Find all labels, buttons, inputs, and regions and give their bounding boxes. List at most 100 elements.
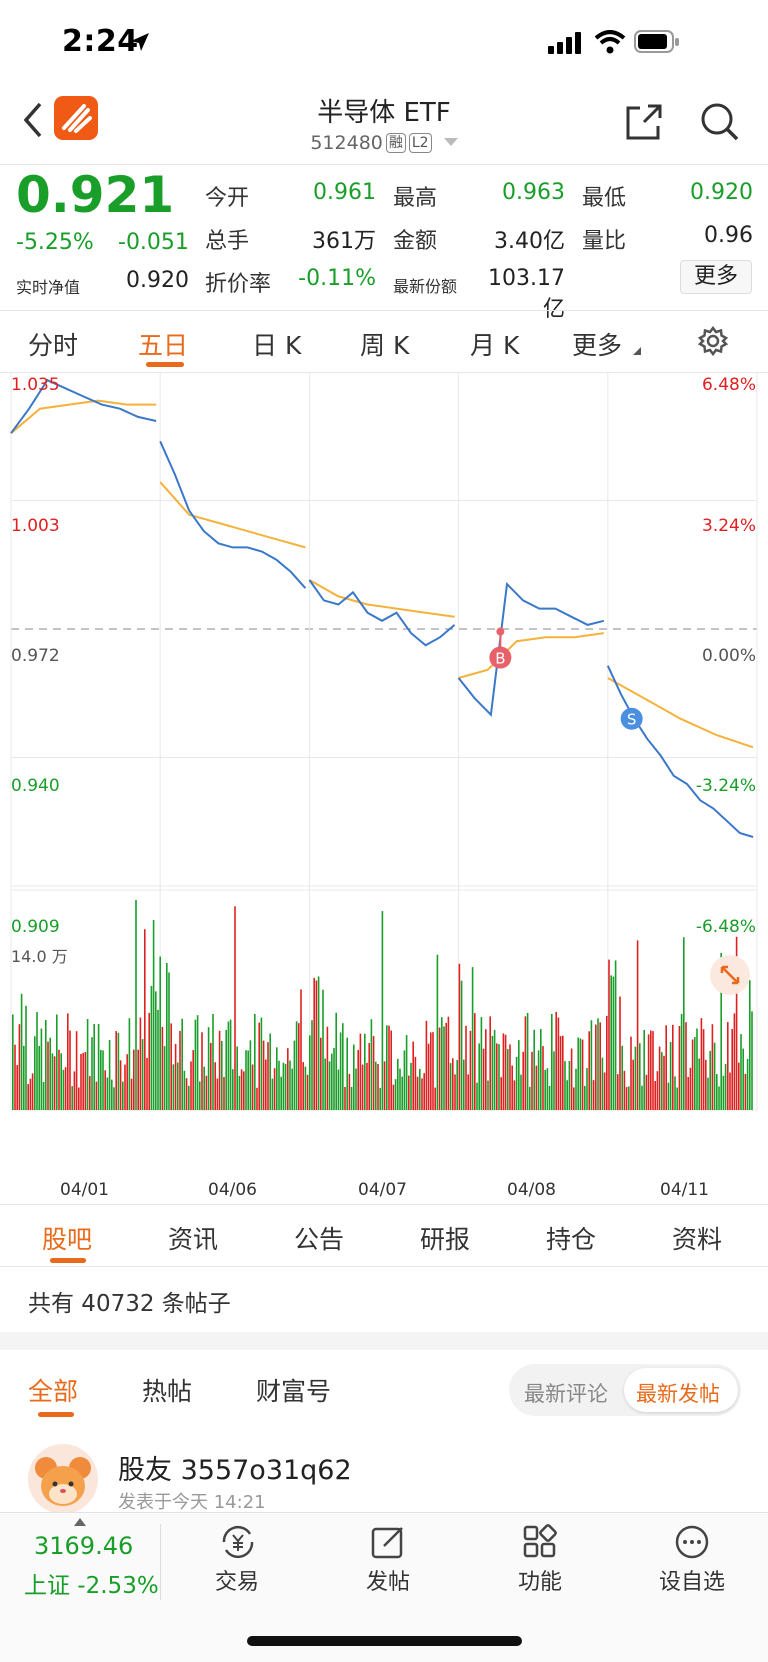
volume-bar <box>335 1012 337 1110</box>
shares-label: 最新份额 <box>393 277 458 296</box>
volume-bar <box>432 1032 434 1110</box>
y-pct-2: 3.24% <box>701 516 756 536</box>
tab-weekly-k[interactable]: 周 K <box>360 331 410 360</box>
five-day-chart[interactable]: BS <box>0 372 768 1180</box>
filter-all[interactable]: 全部 <box>28 1377 79 1406</box>
tab-announcements[interactable]: 公告 <box>294 1225 345 1254</box>
post-author[interactable]: 股友 3557o31q62 <box>118 1455 352 1486</box>
volume-bar <box>647 1034 650 1110</box>
volume-bar <box>370 1019 373 1110</box>
more-caret-icon <box>633 347 641 355</box>
volume-bar <box>476 1082 478 1110</box>
volume-bar <box>344 1087 346 1110</box>
collapse-caret-icon[interactable] <box>74 1518 86 1526</box>
tab-more[interactable]: 更多 <box>572 331 623 360</box>
volume-bar <box>355 1068 357 1110</box>
volume-bar <box>218 1030 221 1110</box>
volume-bar <box>680 1013 683 1110</box>
volume-bar <box>392 1084 395 1110</box>
volume-bar <box>526 1013 529 1110</box>
tab-daily-k[interactable]: 日 K <box>252 331 302 360</box>
tab-five-day[interactable]: 五日 <box>138 331 189 360</box>
volume-bar <box>304 1066 307 1110</box>
more-quote-button[interactable]: 更多 <box>680 260 752 294</box>
volume-bar <box>705 1059 707 1110</box>
volume-bar <box>133 1049 135 1110</box>
volume-bar <box>328 1061 331 1110</box>
sort-latest-comment[interactable]: 最新评论 <box>524 1382 608 1406</box>
volume-bar <box>113 1087 115 1110</box>
volume-bar <box>177 1062 179 1110</box>
volume-bar <box>20 993 23 1110</box>
volume-bar <box>544 1069 546 1110</box>
volume-bar <box>727 1022 729 1110</box>
volume-bar <box>504 1034 507 1110</box>
expand-chart-button[interactable] <box>710 955 750 995</box>
volume-bar <box>579 1038 582 1110</box>
avatar[interactable] <box>28 1444 98 1514</box>
tab-news[interactable]: 资讯 <box>168 1225 219 1254</box>
margin-tag: 融 <box>385 133 406 153</box>
volume-bar <box>498 1044 500 1110</box>
x-tick-4: 04/11 <box>660 1180 709 1200</box>
tab-intraday[interactable]: 分时 <box>28 331 79 360</box>
index-value[interactable]: 3169.46 <box>34 1532 134 1560</box>
index-change[interactable]: 上证 -2.53% <box>24 1573 159 1599</box>
volume-bar <box>172 1064 175 1110</box>
buy-marker-label: B <box>495 650 505 668</box>
tab-forum[interactable]: 股吧 <box>42 1225 93 1254</box>
tab-holdings[interactable]: 持仓 <box>546 1225 597 1254</box>
dock-trade[interactable]: 交易 <box>214 1570 259 1595</box>
volume-bar <box>683 937 685 1110</box>
mouse-avatar-icon <box>35 1457 91 1506</box>
filter-hot[interactable]: 热帖 <box>142 1377 193 1406</box>
volume-bar <box>707 1077 709 1110</box>
volume-bar <box>410 1062 412 1110</box>
volume-bar <box>232 1069 234 1110</box>
section-separator <box>0 1332 768 1350</box>
volume-bar <box>700 1018 703 1110</box>
volume-bar <box>256 1087 258 1110</box>
dock-post[interactable]: 发帖 <box>365 1570 410 1595</box>
volume-bar <box>639 1043 641 1110</box>
volume-bar <box>205 1075 208 1110</box>
volume-bar <box>201 1032 203 1110</box>
volume-bar <box>740 1034 742 1110</box>
search-icon[interactable] <box>700 102 740 142</box>
tab-monthly-k[interactable]: 月 K <box>470 331 520 360</box>
settings-gear-icon[interactable] <box>698 326 728 356</box>
x-tick-2: 04/07 <box>358 1180 407 1200</box>
volume-bar <box>361 1064 364 1110</box>
volume-bar <box>144 929 146 1110</box>
app-logo-icon[interactable] <box>54 96 98 140</box>
volume-bar <box>357 1049 359 1110</box>
volume-bar <box>161 1026 164 1110</box>
volume-bar <box>333 1048 335 1110</box>
volume-bar <box>346 1037 348 1110</box>
volume-bar <box>590 1020 593 1110</box>
volume-bar <box>722 1075 725 1110</box>
volume-bar <box>491 1035 494 1110</box>
nav-label: 实时净值 <box>16 278 81 297</box>
tab-profile[interactable]: 资料 <box>672 1225 723 1254</box>
volume-bar <box>663 1055 665 1110</box>
volume-bar <box>669 1041 672 1110</box>
volume-bar <box>667 1082 670 1110</box>
y-pct-zero: 0.00% <box>701 646 756 666</box>
dock-watchlist[interactable]: 设自选 <box>658 1570 725 1595</box>
sort-latest-post[interactable]: 最新发帖 <box>636 1382 720 1406</box>
share-icon[interactable] <box>624 102 664 142</box>
back-chevron-icon[interactable] <box>22 102 44 138</box>
volume-bar <box>674 1076 676 1110</box>
volume-bar <box>69 1030 71 1110</box>
dock-functions[interactable]: 功能 <box>517 1570 562 1595</box>
volume-bar <box>577 1037 579 1110</box>
volume-bar <box>227 1021 230 1110</box>
volume-bar <box>324 1058 326 1110</box>
home-indicator <box>247 1636 522 1646</box>
volume-bar <box>441 1017 443 1110</box>
tab-research[interactable]: 研报 <box>420 1225 471 1254</box>
filter-fortune[interactable]: 财富号 <box>256 1377 332 1406</box>
y-tick-top: 1.035 <box>11 375 60 395</box>
security-code[interactable]: 512480 融 L2 <box>0 132 768 154</box>
